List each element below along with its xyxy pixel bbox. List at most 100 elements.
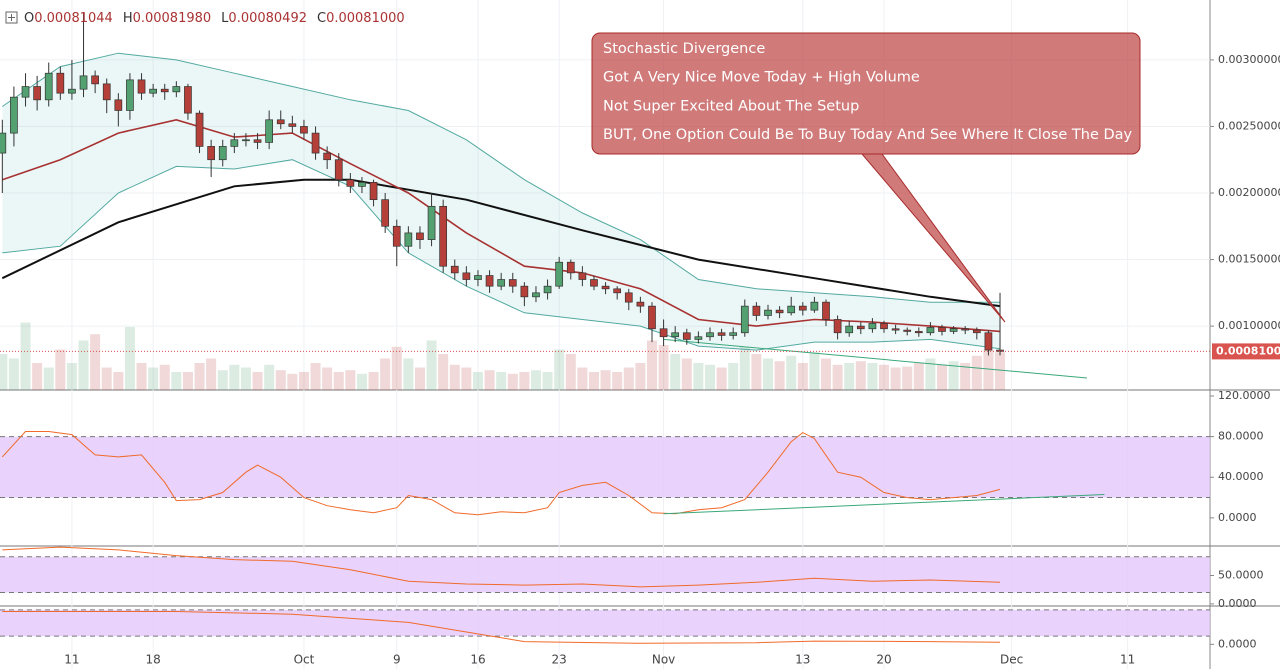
volume-bar xyxy=(298,372,309,390)
candle-body xyxy=(369,182,378,201)
volume-bar xyxy=(275,370,286,390)
volume-bar xyxy=(902,366,913,390)
volume-bar xyxy=(507,373,518,390)
candle-body xyxy=(346,179,355,187)
volume-bar xyxy=(960,363,971,390)
candle-body xyxy=(764,309,772,316)
candle-body xyxy=(230,139,239,147)
volume-bar xyxy=(542,372,553,390)
volume-bar xyxy=(194,363,205,390)
volume-bar xyxy=(159,364,170,390)
volume-bar xyxy=(821,358,832,390)
callout-box xyxy=(591,32,1141,155)
candle-body xyxy=(822,301,830,320)
candle-body xyxy=(474,275,482,280)
candle-body xyxy=(706,332,714,338)
annotation-line: Not Super Excited About The Setup xyxy=(603,98,859,114)
volume-bar xyxy=(612,372,623,390)
candle-body xyxy=(334,159,343,181)
x-tick-label: 11 xyxy=(1120,653,1135,667)
volume-bar xyxy=(646,340,657,390)
volume-bar xyxy=(55,349,66,390)
volume-bar xyxy=(867,363,878,390)
volume-bar xyxy=(368,372,379,390)
candle-body xyxy=(566,261,575,274)
volume-bar xyxy=(136,363,147,390)
candle-body xyxy=(671,332,680,338)
y-tick-label: 80.0000 xyxy=(1218,430,1264,443)
volume-bar xyxy=(148,367,159,390)
candle-body xyxy=(184,86,192,114)
candle-body xyxy=(126,79,134,111)
volume-bar xyxy=(438,354,449,390)
volume-bar xyxy=(728,363,739,390)
volume-bar xyxy=(380,358,391,390)
candle-body xyxy=(845,325,854,334)
candle-body xyxy=(276,119,285,125)
volume-bar xyxy=(693,363,704,390)
candle-body xyxy=(508,279,517,287)
volume-bar xyxy=(855,361,866,390)
volume-bar xyxy=(20,322,31,390)
y-tick-label: 0.00250000 xyxy=(1218,119,1280,132)
header-value: 0.00080492 xyxy=(228,11,307,26)
candle-body xyxy=(798,305,807,311)
volume-bar xyxy=(716,367,727,390)
candle-body xyxy=(207,146,215,161)
candle-body xyxy=(520,285,529,298)
candle-body xyxy=(149,88,157,94)
candle-body xyxy=(578,272,587,280)
candle-body xyxy=(914,331,923,334)
fills xyxy=(0,53,1210,637)
candle-body xyxy=(323,152,332,161)
volume-bar xyxy=(635,363,646,390)
candle-body xyxy=(68,88,76,94)
candle-body xyxy=(648,305,656,330)
volume-bar xyxy=(751,354,762,390)
y-tick-label: 120.0000 xyxy=(1218,389,1271,402)
volume-bar xyxy=(890,367,901,390)
volume-bar xyxy=(623,367,634,390)
volume-bar xyxy=(8,358,19,390)
volume-bar xyxy=(983,349,994,390)
annotation-text: Stochastic Divergence Got A Very Nice Mov… xyxy=(603,41,1133,143)
volume-bar xyxy=(171,372,182,390)
candle-body xyxy=(392,225,401,247)
candle-body xyxy=(961,328,970,331)
volume-bar xyxy=(530,370,541,390)
candle-body xyxy=(543,285,552,294)
volume-bar xyxy=(484,370,495,390)
candle-body xyxy=(891,328,900,331)
volume-bar xyxy=(264,364,275,390)
header-value: 0.00081000 xyxy=(326,11,405,26)
header-key: L xyxy=(221,11,229,26)
candle-body xyxy=(752,305,761,316)
band-upper xyxy=(2,52,1000,303)
candle-body xyxy=(358,182,366,187)
volume-bar xyxy=(472,372,483,390)
candle-body xyxy=(729,332,738,336)
volume-bar xyxy=(670,354,681,390)
volume-bar xyxy=(879,364,890,390)
last-price-tag xyxy=(1212,343,1280,360)
candle-body xyxy=(636,301,645,307)
candle-body xyxy=(416,232,424,240)
last-price-label: 0.00081000 xyxy=(1216,344,1280,357)
volume-bar xyxy=(322,367,333,390)
volume-bar xyxy=(113,372,124,390)
candle-body xyxy=(450,265,459,274)
candle-body xyxy=(253,139,262,143)
volume-bar xyxy=(101,367,112,390)
candle-body xyxy=(740,305,749,334)
y-tick-label: 50.0000 xyxy=(1218,568,1264,581)
annotation-callout xyxy=(591,32,1141,323)
volume-bar xyxy=(391,346,402,390)
y-tick-label: 0.0000 xyxy=(1218,511,1257,524)
volume-bar xyxy=(426,340,437,390)
volume-bar xyxy=(739,346,750,390)
moving-average xyxy=(1,178,1001,308)
volume-bar xyxy=(925,358,936,390)
candle-body xyxy=(462,272,471,280)
band-fill xyxy=(2,53,1001,351)
volume-bar xyxy=(403,358,414,390)
